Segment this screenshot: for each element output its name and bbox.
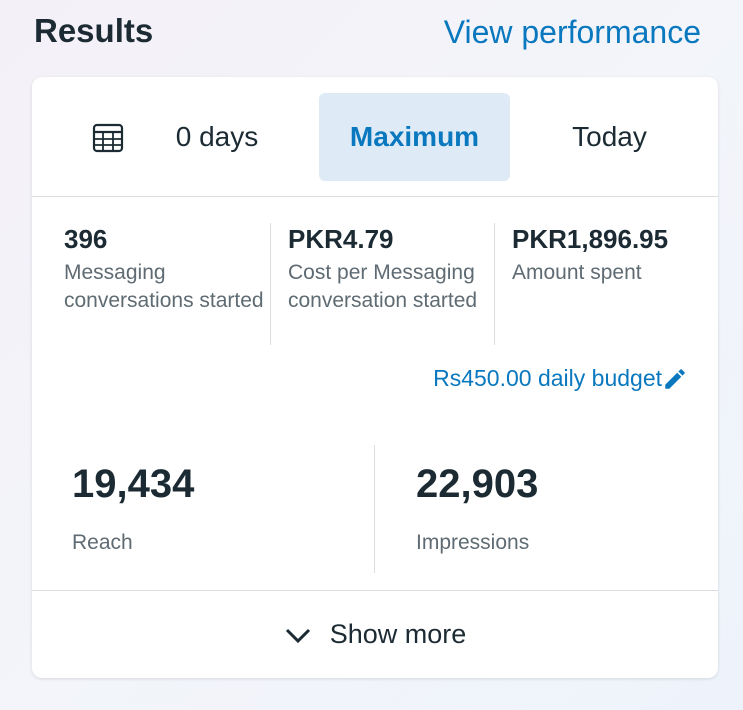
metric-value: 396	[64, 224, 108, 254]
divider	[32, 196, 718, 197]
metric-label: Amount spent	[512, 261, 642, 284]
tab-selected[interactable]: Maximum	[319, 93, 510, 181]
divider	[494, 223, 495, 345]
metric: PKR1,896.95 Amount spent	[512, 224, 718, 287]
stat-value: 22,903	[416, 462, 539, 506]
divider	[270, 223, 271, 345]
tab[interactable]: Today	[572, 121, 647, 152]
stat-label: Reach	[72, 531, 133, 554]
metric: 396 Messaging conversations started	[64, 224, 264, 315]
tab[interactable]: 0 days	[175, 121, 259, 152]
metric-label: Cost per Messaging conversation started	[288, 261, 478, 312]
metric-value: PKR1,896.95	[512, 224, 669, 254]
divider	[32, 590, 718, 591]
divider	[374, 445, 375, 573]
budget-text: Rs450.00 daily budget	[433, 365, 662, 391]
show-more-text: Show more	[329, 619, 467, 649]
chevron-icon	[285, 628, 310, 643]
metric-value: PKR4.79	[288, 224, 394, 254]
calendar-icon	[92, 123, 124, 153]
edit-icon	[665, 368, 685, 389]
metric-label: Messaging conversations started	[64, 261, 264, 312]
stat: 22,903 Impressions	[416, 462, 538, 557]
stat: 19,434 Reach	[72, 462, 194, 557]
budget-link[interactable]: Rs450.00 daily budget	[433, 365, 688, 392]
view-performance-link[interactable]: View performance	[443, 14, 701, 50]
stat-label: Impressions	[416, 531, 530, 554]
stat-value: 19,434	[72, 462, 195, 506]
show-more-button[interactable]: Show more	[32, 591, 718, 678]
results-card: 0 days Maximum Today 396 Messaging conve…	[32, 77, 718, 678]
title: Results	[34, 12, 154, 49]
metric: PKR4.79 Cost per Messaging conversation …	[288, 224, 498, 315]
